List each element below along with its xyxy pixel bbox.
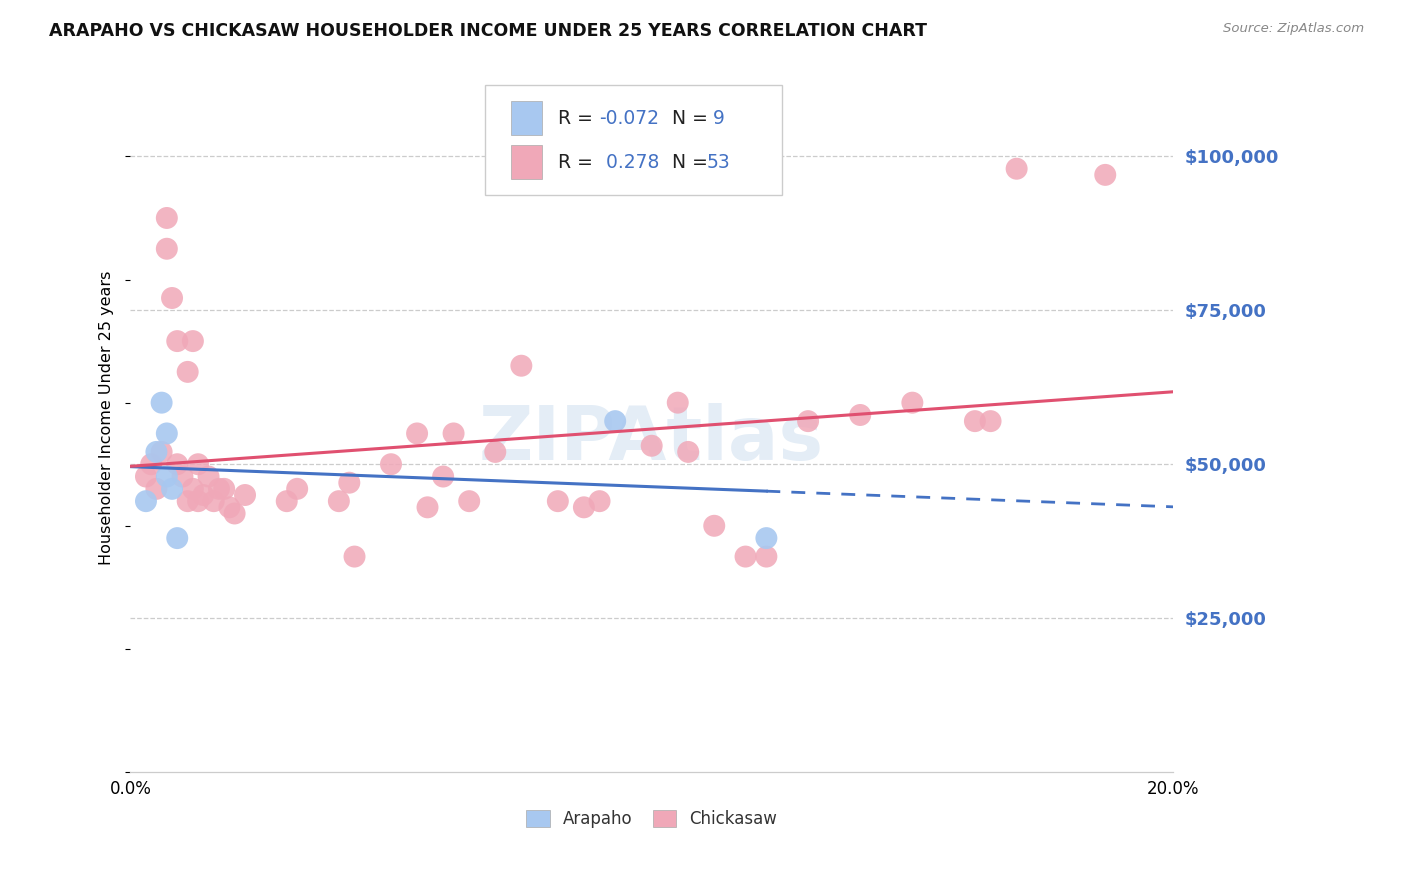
Point xyxy=(797,414,820,428)
FancyBboxPatch shape xyxy=(510,101,543,136)
Text: ARAPAHO VS CHICKASAW HOUSEHOLDER INCOME UNDER 25 YEARS CORRELATION CHART: ARAPAHO VS CHICKASAW HOUSEHOLDER INCOME … xyxy=(49,22,927,40)
Point xyxy=(406,426,429,441)
Point xyxy=(510,359,533,373)
Point xyxy=(605,414,627,428)
Point xyxy=(666,395,689,409)
Point xyxy=(901,395,924,409)
Point xyxy=(145,482,167,496)
Point xyxy=(343,549,366,564)
Text: 0.278: 0.278 xyxy=(599,153,659,171)
Point xyxy=(172,469,194,483)
Point xyxy=(156,469,179,483)
Point xyxy=(849,408,872,422)
Point xyxy=(755,531,778,545)
Point xyxy=(276,494,298,508)
Point xyxy=(150,395,173,409)
Point xyxy=(197,469,219,483)
Point xyxy=(734,549,756,564)
Point xyxy=(547,494,569,508)
Point xyxy=(572,500,595,515)
Text: Source: ZipAtlas.com: Source: ZipAtlas.com xyxy=(1223,22,1364,36)
Point xyxy=(166,334,188,348)
Point xyxy=(176,365,198,379)
Point xyxy=(150,445,173,459)
Point xyxy=(676,445,699,459)
Point xyxy=(156,426,179,441)
Point xyxy=(135,469,157,483)
Point xyxy=(187,457,209,471)
Point xyxy=(328,494,350,508)
Point xyxy=(166,457,188,471)
Point xyxy=(337,475,360,490)
Point xyxy=(224,507,246,521)
Point xyxy=(1005,161,1028,176)
Point xyxy=(380,457,402,471)
Point xyxy=(181,334,204,348)
Legend: Arapaho, Chickasaw: Arapaho, Chickasaw xyxy=(520,803,783,835)
Y-axis label: Householder Income Under 25 years: Householder Income Under 25 years xyxy=(100,271,114,566)
Point xyxy=(176,494,198,508)
Point xyxy=(641,439,664,453)
Point xyxy=(980,414,1002,428)
Text: R =: R = xyxy=(558,109,599,128)
Point xyxy=(218,500,240,515)
Point xyxy=(181,482,204,496)
Point xyxy=(484,445,506,459)
Text: -0.072: -0.072 xyxy=(599,109,659,128)
Point xyxy=(208,482,231,496)
Point xyxy=(202,494,225,508)
Point xyxy=(160,482,183,496)
Point xyxy=(233,488,256,502)
Point xyxy=(588,494,610,508)
Point xyxy=(141,457,163,471)
Text: 53: 53 xyxy=(707,153,731,171)
Point xyxy=(187,494,209,508)
Point xyxy=(156,211,179,225)
Text: N =: N = xyxy=(659,109,714,128)
Point xyxy=(963,414,986,428)
Point xyxy=(458,494,481,508)
Point xyxy=(755,549,778,564)
Point xyxy=(1094,168,1116,182)
Point xyxy=(193,488,215,502)
Text: N =: N = xyxy=(659,153,714,171)
Point xyxy=(212,482,235,496)
Point xyxy=(703,518,725,533)
Text: 9: 9 xyxy=(707,109,725,128)
Point xyxy=(145,445,167,459)
Point xyxy=(285,482,308,496)
Point xyxy=(432,469,454,483)
Point xyxy=(160,291,183,305)
FancyBboxPatch shape xyxy=(510,145,543,179)
FancyBboxPatch shape xyxy=(485,86,782,195)
Text: R =: R = xyxy=(558,153,599,171)
Text: ZIPAtlas: ZIPAtlas xyxy=(479,403,824,475)
Point xyxy=(166,531,188,545)
Point xyxy=(135,494,157,508)
Point xyxy=(443,426,465,441)
Point xyxy=(156,242,179,256)
Point xyxy=(416,500,439,515)
